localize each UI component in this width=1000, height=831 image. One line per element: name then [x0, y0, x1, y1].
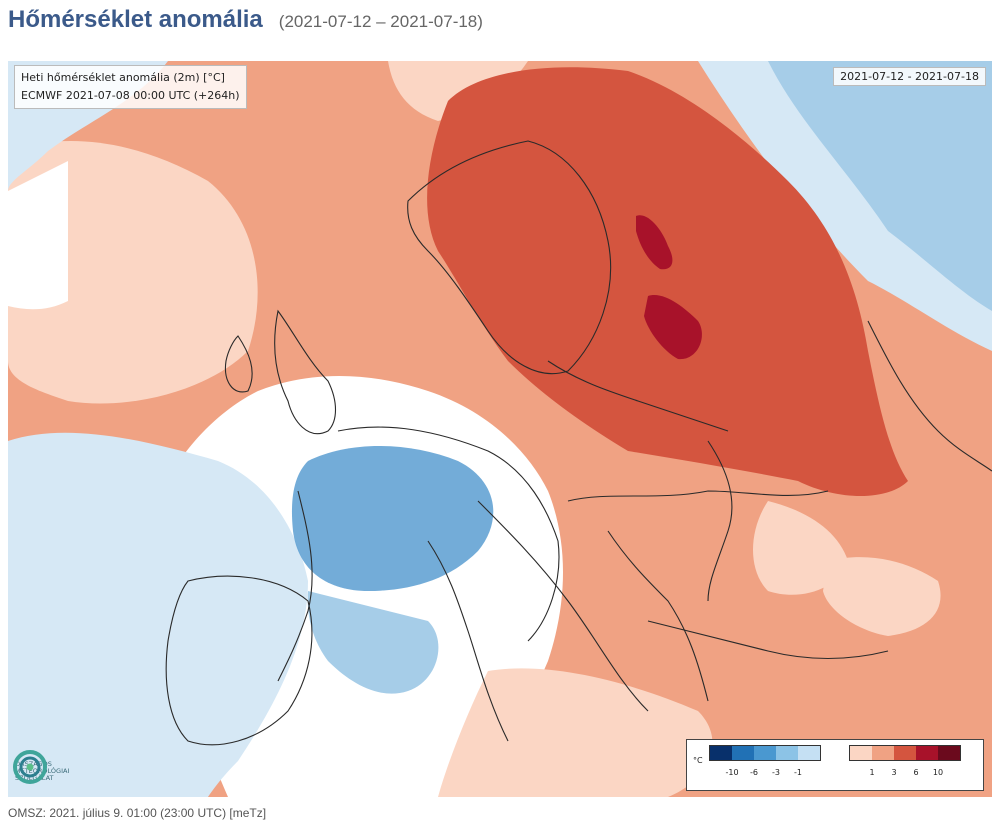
page-title: Hőmérséklet anomália — [8, 6, 263, 33]
map-info-model-run: ECMWF 2021-07-08 00:00 UTC (+264h) — [21, 89, 240, 102]
neutral-cold-edge-northeast — [698, 61, 992, 351]
legend-cold-tick-3: -1 — [794, 768, 802, 777]
legend-warm-swatches — [849, 745, 961, 761]
map-info-box: Heti hőmérséklet anomália (2m) [°C] ECMW… — [14, 65, 247, 109]
page-date-range: (2021-07-12 – 2021-07-18) — [278, 12, 483, 31]
omsz-logo-line2: Meteorológiai — [15, 766, 70, 775]
legend-warm-swatch-0 — [850, 746, 872, 760]
omsz-logo-text: Országos Meteorológiai Szolgálat — [15, 759, 70, 782]
legend-warm-swatch-3 — [916, 746, 938, 760]
pale-warm-zone-north — [388, 61, 528, 121]
map-info-title: Heti hőmérséklet anomália (2m) [°C] — [21, 71, 225, 84]
anomaly-map[interactable]: Heti hőmérséklet anomália (2m) [°C] ECMW… — [8, 61, 992, 797]
legend-cold-swatch-2 — [754, 746, 776, 760]
legend-cold-swatch-3 — [776, 746, 798, 760]
cool-zone-iberia-atlantic — [8, 432, 308, 797]
cold-zone-northeast — [768, 61, 992, 311]
legend-warm-tick-2: 6 — [913, 768, 919, 777]
legend-unit: °C — [693, 756, 703, 765]
legend-warm-swatch-1 — [872, 746, 894, 760]
omsz-logo: Országos Meteorológiai Szolgálat — [12, 749, 132, 793]
page-header: Hőmérséklet anomália (2021-07-12 – 2021-… — [8, 6, 483, 46]
legend-cold-tick-2: -3 — [772, 768, 780, 777]
hot-spot-north — [636, 215, 673, 270]
legend-cold-swatch-4 — [798, 746, 820, 760]
legend-cold-tick-0: -10 — [725, 768, 739, 777]
pale-warm-spot-caspian — [823, 557, 941, 636]
pale-warm-zone-atlantic — [8, 141, 258, 404]
footer-credit: OMSZ: 2021. július 9. 01:00 (23:00 UTC) … — [8, 806, 267, 820]
legend-cold-swatches — [709, 745, 821, 761]
legend-cold-swatch-1 — [732, 746, 754, 760]
legend-warm-swatch-2 — [894, 746, 916, 760]
hot-spot-central — [644, 295, 702, 360]
legend-warm-tick-3: 10 — [932, 768, 944, 777]
cool-zone-mediterranean — [307, 591, 439, 694]
legend-warm-swatch-4 — [938, 746, 960, 760]
pale-warm-zone-south — [438, 668, 713, 797]
map-date-range: 2021-07-12 - 2021-07-18 — [833, 67, 986, 86]
anomaly-map-canvas — [8, 61, 992, 797]
strong-warm-zone-scandinavia-russia — [427, 67, 908, 496]
legend-cold-tick-1: -6 — [750, 768, 758, 777]
legend-warm-tick-0: 1 — [869, 768, 875, 777]
pale-warm-spot-east — [753, 501, 848, 595]
color-legend: °C -10 -6 -3 -1 1 3 6 10 — [686, 739, 984, 791]
neutral-zone-west — [8, 161, 68, 310]
omsz-logo-icon — [13, 750, 47, 784]
omsz-logo-line3: Szolgálat — [15, 773, 54, 782]
legend-warm-tick-1: 3 — [891, 768, 897, 777]
legend-cold-swatch-0 — [710, 746, 732, 760]
omsz-logo-line1: Országos — [15, 759, 52, 768]
cold-zone-france — [291, 446, 494, 591]
country-borders — [165, 140, 992, 746]
